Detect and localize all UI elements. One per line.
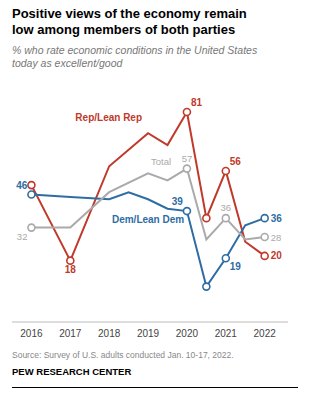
- html-text:Source: Survey of U.S. adults: Source: Survey of U.S. adults conducted …: [12, 350, 234, 360]
- svg-text:20: 20: [271, 250, 283, 261]
- html-text:% who rate economic conditions: % who rate economic conditions in the Un…: [12, 44, 258, 56]
- svg-text:Rep/Lean Rep: Rep/Lean Rep: [75, 112, 142, 123]
- html-text:PEW RESEARCH CENTER: PEW RESEARCH CENTER: [12, 366, 132, 377]
- html-text:Positive views of the economy: Positive views of the economy remain: [12, 6, 247, 21]
- svg-text:57: 57: [182, 153, 193, 164]
- svg-text:36: 36: [221, 202, 232, 213]
- svg-text:46: 46: [16, 180, 28, 191]
- svg-text:32: 32: [17, 231, 28, 242]
- svg-text:28: 28: [271, 232, 282, 243]
- svg-text:18: 18: [65, 264, 77, 275]
- svg-text:2019: 2019: [137, 328, 160, 339]
- svg-text:2020: 2020: [176, 328, 199, 339]
- svg-text:39: 39: [172, 196, 184, 207]
- html-text:today as excellent/good: today as excellent/good: [12, 57, 123, 69]
- svg-text:81: 81: [191, 97, 203, 108]
- svg-text:19: 19: [230, 261, 242, 272]
- svg-text:2018: 2018: [98, 328, 121, 339]
- html-text:low among members of both part: low among members of both parties: [12, 22, 236, 37]
- svg-text:56: 56: [230, 156, 242, 167]
- svg-text:2021: 2021: [215, 328, 238, 339]
- svg-text:36: 36: [271, 213, 283, 224]
- svg-text:2016: 2016: [20, 328, 43, 339]
- svg-text:Dem/Lean Dem: Dem/Lean Dem: [112, 214, 184, 225]
- svg-text:Total: Total: [151, 156, 171, 167]
- svg-text:2022: 2022: [254, 328, 277, 339]
- svg-text:2017: 2017: [59, 328, 82, 339]
